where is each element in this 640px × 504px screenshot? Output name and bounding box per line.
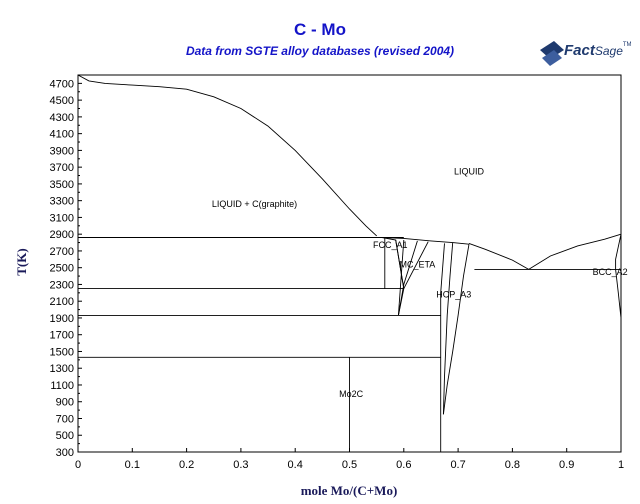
- y-tick-label: 4300: [50, 112, 74, 124]
- x-tick-label: 0.9: [559, 459, 574, 471]
- y-tick-label: 1300: [50, 363, 74, 375]
- y-tick-label: 3500: [50, 179, 74, 191]
- chart-title: C - Mo: [294, 20, 346, 39]
- phase-boundary-liquidus-mid: [382, 237, 470, 245]
- factsage-logo-text: FactSageTM: [564, 42, 632, 59]
- y-tick-label: 2300: [50, 279, 74, 291]
- y-tick-label: 3700: [50, 162, 74, 174]
- factsage-logo-icon: [540, 41, 564, 66]
- y-tick-label: 3900: [50, 145, 74, 157]
- region-label-bcc-a2: BCC_A2: [593, 267, 628, 277]
- y-tick-label: 2700: [50, 246, 74, 258]
- phase-boundary-eta-far: [403, 241, 429, 289]
- y-tick-label: 2500: [50, 263, 74, 275]
- x-tick-label: 0.5: [342, 459, 357, 471]
- region-label-mo2c: Mo2C: [339, 389, 364, 399]
- region-label-hcp-a3: HCP_A3: [436, 289, 471, 299]
- x-tick-label: 0.2: [179, 459, 194, 471]
- phase-boundary-liquidus-bcc: [528, 233, 622, 270]
- region-label-mc-eta: MC_ETA: [399, 259, 435, 269]
- y-tick-label: 1900: [50, 313, 74, 325]
- y-tick-label: 2100: [50, 296, 74, 308]
- x-tick-label: 0.7: [450, 459, 465, 471]
- phase-boundaries: [77, 74, 622, 452]
- x-tick-label: 1: [618, 459, 624, 471]
- y-tick-label: 300: [56, 447, 74, 459]
- y-axis-ticks: 300 500 700 900 1100 1300 1500 1700 1900 2100 2300…: [50, 74, 82, 459]
- y-tick-label: 1100: [50, 380, 74, 392]
- chart-subtitle: Data from SGTE alloy databases (revised …: [185, 44, 455, 58]
- region-label-fcc-a1: FCC_A1: [373, 240, 408, 250]
- x-tick-label: 0.8: [505, 459, 520, 471]
- phase-boundary-hcp-mid: [442, 242, 454, 415]
- y-tick-label: 2900: [50, 229, 74, 241]
- x-tick-label: 0.6: [396, 459, 411, 471]
- phase-boundary-hcp-left: [440, 243, 445, 452]
- logo-name-light: Sage: [594, 44, 623, 58]
- y-tick-label: 3100: [50, 212, 74, 224]
- region-labels: LIQUID LIQUID + C(graphite) FCC_A1 MC_ETA HC…: [212, 166, 628, 399]
- y-tick-label: 4100: [50, 129, 74, 141]
- phase-boundary-liquidus-c: [77, 74, 378, 237]
- y-tick-label: 1700: [50, 330, 74, 342]
- x-axis-ticks: 0 0.1 0.2 0.3 0.4 0.5 0.6 0.7 0.8 0.9 1: [75, 448, 624, 471]
- phase-boundary-bcc-solvus: [615, 234, 622, 319]
- y-tick-label: 500: [56, 430, 74, 442]
- y-axis-label: T(K): [14, 248, 29, 275]
- phase-boundary-eta-right: [397, 240, 418, 316]
- y-tick-label: 3300: [50, 196, 74, 208]
- y-tick-label: 1500: [50, 346, 74, 358]
- region-label-liquid: LIQUID: [454, 166, 485, 176]
- factsage-logo: FactSageTM: [536, 38, 636, 72]
- phase-boundary-liquidus-hcp: [468, 242, 529, 270]
- y-tick-label: 700: [56, 413, 74, 425]
- x-axis-label: mole Mo/(C+Mo): [301, 483, 398, 498]
- region-label-liquid-c-graphite-: LIQUID + C(graphite): [212, 199, 297, 209]
- logo-trademark: TM: [622, 42, 632, 48]
- x-tick-label: 0.4: [288, 459, 303, 471]
- x-tick-label: 0: [75, 459, 81, 471]
- x-tick-label: 0.3: [233, 459, 248, 471]
- phase-boundary-hcp-right: [442, 244, 470, 415]
- phase-boundary-eta-mid: [397, 239, 405, 316]
- y-tick-label: 900: [56, 397, 74, 409]
- y-tick-label: 4700: [50, 78, 74, 90]
- logo-name-bold: Fact: [564, 42, 595, 59]
- y-tick-label: 4500: [50, 95, 74, 107]
- x-tick-label: 0.1: [125, 459, 140, 471]
